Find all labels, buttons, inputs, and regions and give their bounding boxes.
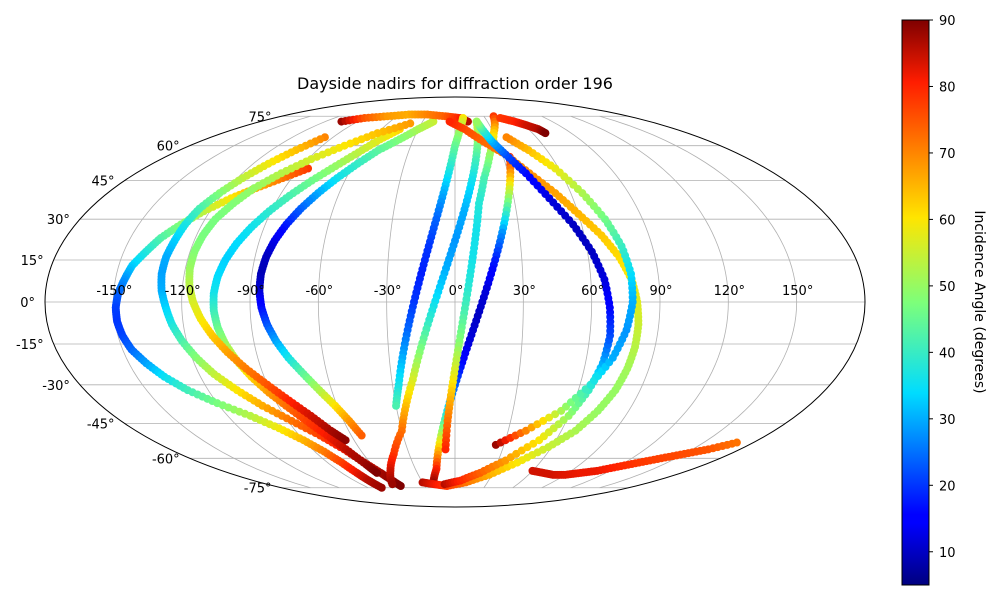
longitude-tick-label: -60° xyxy=(305,284,333,299)
data-point xyxy=(341,436,350,445)
colorbar-ticks: 10 20 30 40 50 60 70 80 90 xyxy=(929,14,956,561)
data-point xyxy=(732,438,741,447)
grid-meridian xyxy=(599,115,798,489)
colorbar-tick-label: 10 xyxy=(939,546,956,561)
data-point xyxy=(445,117,454,126)
latitude-tick-label: 30° xyxy=(47,213,70,228)
longitude-tick-labels: -150° -120° -90° -60° -30° 0° 30° 60° 90° 120° 150… xyxy=(96,284,813,299)
data-point xyxy=(392,401,401,410)
data-point xyxy=(529,439,538,448)
latitude-tick-label: -60° xyxy=(152,452,180,467)
colorbar-tick-label: 70 xyxy=(939,147,956,162)
grid-meridian xyxy=(541,115,661,489)
latitude-tick-label: 60° xyxy=(157,140,180,155)
latitude-tick-label: -30° xyxy=(42,379,70,394)
data-point xyxy=(541,129,550,138)
latitude-tick-label: 75° xyxy=(248,110,271,125)
grid-meridian xyxy=(570,115,729,489)
data-point xyxy=(377,483,386,492)
colorbar-tick-label: 90 xyxy=(939,14,956,29)
colorbar-tick-label: 20 xyxy=(939,479,956,494)
longitude-tick-label: 120° xyxy=(714,284,745,299)
longitude-tick-label: 30° xyxy=(513,284,536,299)
latitude-tick-label: 0° xyxy=(20,296,35,311)
colorbar-tick-label: 60 xyxy=(939,213,956,228)
longitude-tick-label: 0° xyxy=(449,284,464,299)
map-boundary xyxy=(44,96,866,508)
longitude-tick-label: 150° xyxy=(782,284,813,299)
latitude-tick-label: 45° xyxy=(92,175,115,190)
latitude-tick-labels: 75° 60° 45° 30° 15° 0° -15° -30° -45° -60° -75° xyxy=(16,110,272,496)
grid-meridian xyxy=(181,115,340,489)
longitude-tick-label: 90° xyxy=(649,284,672,299)
colorbar-tick-label: 40 xyxy=(939,346,956,361)
data-point xyxy=(551,410,560,419)
data-point xyxy=(545,413,554,422)
colorbar-label: Incidence Angle (degrees) xyxy=(971,210,987,393)
latitude-tick-label: 15° xyxy=(21,254,44,269)
colorbar: 10 20 30 40 50 60 70 80 90 Incidence Angle (degr… xyxy=(901,14,987,586)
latitude-tick-label: -45° xyxy=(87,417,115,432)
latitude-tick-label: -75° xyxy=(244,482,272,497)
data-point xyxy=(472,117,481,126)
data-point xyxy=(539,416,548,425)
data-point xyxy=(357,431,366,440)
chart-title: Dayside nadirs for diffraction order 196 xyxy=(297,74,613,93)
data-point xyxy=(372,468,381,477)
longitude-tick-label: -150° xyxy=(96,284,132,299)
latitude-tick-label: -15° xyxy=(16,338,44,353)
longitude-tick-label: -90° xyxy=(237,284,265,299)
scatter-points xyxy=(111,110,741,492)
colorbar-tick-label: 30 xyxy=(939,413,956,428)
data-point xyxy=(396,482,405,490)
colorbar-tick-label: 50 xyxy=(939,280,956,295)
data-point xyxy=(388,480,397,489)
data-point xyxy=(441,445,450,454)
colorbar-tick-label: 80 xyxy=(939,80,956,95)
colorbar-gradient xyxy=(901,19,930,586)
longitude-tick-label: 60° xyxy=(581,284,604,299)
longitude-tick-label: -120° xyxy=(165,284,201,299)
data-point xyxy=(502,133,511,142)
data-point xyxy=(523,443,532,452)
data-point xyxy=(533,420,542,429)
longitude-tick-label: -30° xyxy=(374,284,402,299)
